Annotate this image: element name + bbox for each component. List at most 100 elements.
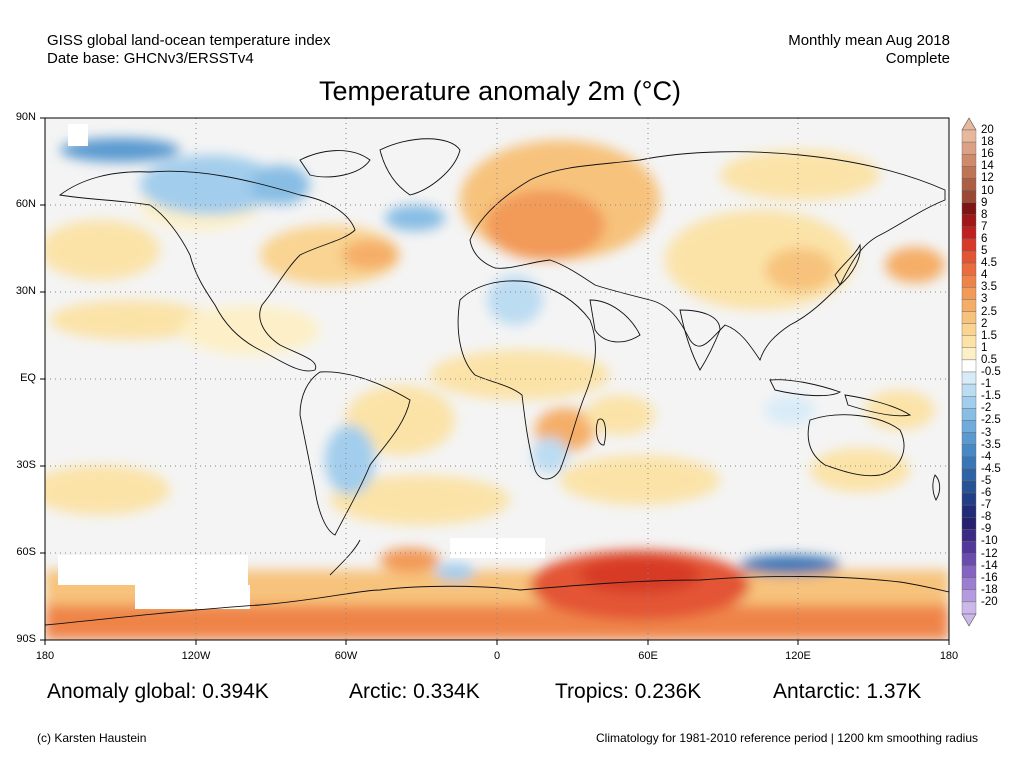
completeness-label: Complete bbox=[885, 50, 950, 67]
colorbar-swatch bbox=[961, 153, 977, 167]
colorbar-swatch bbox=[961, 238, 977, 252]
stat-arctic: Arctic: 0.334K bbox=[349, 680, 480, 703]
colorbar-label: 1 bbox=[981, 341, 988, 354]
colorbar-swatch bbox=[961, 529, 977, 542]
colorbar-label: -14 bbox=[981, 559, 998, 572]
colorbar-swatch bbox=[961, 565, 977, 578]
colorbar-swatch bbox=[961, 456, 977, 470]
grid-lines bbox=[45, 118, 949, 640]
dataset-title: GISS global land-ocean temperature index bbox=[47, 32, 331, 49]
colorbar-label: -20 bbox=[981, 595, 998, 608]
colorbar-swatch bbox=[961, 166, 977, 179]
colorbar-label: -18 bbox=[981, 583, 998, 596]
colorbar-swatch bbox=[961, 359, 977, 373]
lon-label-120w: 120W bbox=[181, 650, 211, 662]
colorbar-label: 16 bbox=[981, 148, 994, 161]
colorbar-label: -12 bbox=[981, 547, 998, 560]
colorbar-swatch bbox=[961, 589, 977, 603]
colorbar-swatch bbox=[961, 577, 977, 591]
lat-label-90n: 90N bbox=[15, 111, 36, 123]
colorbar-label: 0.5 bbox=[981, 353, 997, 366]
axis-ticks bbox=[40, 117, 950, 645]
colorbar-swatch bbox=[961, 444, 977, 457]
colorbar-max-arrow bbox=[961, 117, 977, 131]
colorbar-label: 4.5 bbox=[981, 257, 997, 270]
colorbar-swatch bbox=[961, 480, 977, 494]
colorbar-swatch bbox=[961, 553, 977, 566]
lon-label-0: 0 bbox=[493, 650, 501, 662]
lat-label-eq: EQ bbox=[20, 372, 36, 384]
colorbar-swatch bbox=[961, 178, 977, 191]
colorbar-label: 12 bbox=[981, 172, 994, 185]
lat-label-30s: 30S bbox=[16, 459, 36, 471]
colorbar-label: 14 bbox=[981, 160, 994, 173]
colorbar-swatch bbox=[961, 383, 977, 397]
colorbar-swatch bbox=[961, 408, 977, 421]
climatology-note: Climatology for 1981-2010 reference peri… bbox=[596, 731, 978, 745]
anomaly-field bbox=[45, 118, 949, 640]
map-title: Temperature anomaly 2m (°C) bbox=[319, 76, 681, 106]
colorbar-label: -4.5 bbox=[981, 462, 1001, 475]
colorbar-swatch bbox=[961, 190, 977, 203]
lat-label-30n: 30N bbox=[15, 285, 36, 297]
colorbar-swatch bbox=[961, 311, 977, 324]
colorbar-label: 5 bbox=[981, 245, 988, 257]
colorbar-swatch bbox=[961, 275, 977, 288]
period-label: Monthly mean Aug 2018 bbox=[788, 32, 950, 49]
colorbar-label: -9 bbox=[981, 523, 992, 536]
colorbar-swatch bbox=[961, 287, 977, 300]
colorbar-swatch bbox=[961, 541, 977, 554]
colorbar-swatch bbox=[961, 601, 977, 615]
colorbar-swatch bbox=[961, 323, 977, 336]
lon-label-60e: 60E bbox=[638, 650, 658, 662]
lon-label-60w: 60W bbox=[334, 650, 358, 662]
lat-label-60n: 60N bbox=[15, 198, 36, 210]
colorbar-label: -3 bbox=[981, 426, 992, 439]
colorbar-label: -7 bbox=[981, 499, 992, 512]
lat-label-90s: 90S bbox=[16, 633, 36, 645]
colorbar-label: -0.5 bbox=[981, 366, 1001, 378]
colorbar-label: 2 bbox=[981, 317, 988, 330]
colorbar-label: 8 bbox=[981, 208, 988, 221]
colorbar-label: -4 bbox=[981, 450, 992, 463]
colorbar-label: -10 bbox=[981, 535, 998, 548]
colorbar-label: 3.5 bbox=[981, 281, 997, 294]
lat-label-60s: 60S bbox=[16, 546, 36, 558]
colorbar-label: 6 bbox=[981, 232, 988, 245]
colorbar-label: 7 bbox=[981, 220, 988, 233]
colorbar-label: -8 bbox=[981, 511, 992, 524]
stat-global: Anomaly global: 0.394K bbox=[47, 680, 269, 703]
colorbar-swatch bbox=[961, 420, 977, 433]
colorbar-swatch bbox=[961, 396, 977, 409]
colorbar-swatch bbox=[961, 468, 977, 482]
stat-antarctic: Antarctic: 1.37K bbox=[773, 680, 922, 703]
colorbar-label: 20 bbox=[981, 124, 994, 136]
colorbar-label: 2.5 bbox=[981, 305, 997, 318]
lon-label-180w: 180 bbox=[35, 650, 55, 662]
colorbar-swatch bbox=[961, 492, 977, 506]
colorbar-swatch bbox=[961, 250, 977, 264]
colorbar-label: -6 bbox=[981, 487, 992, 499]
colorbar bbox=[961, 117, 977, 627]
coastlines bbox=[45, 138, 949, 626]
colorbar-swatch bbox=[961, 141, 977, 155]
colorbar-label: -3.5 bbox=[981, 438, 1001, 451]
colorbar-swatch bbox=[961, 517, 977, 530]
colorbar-label: 1.5 bbox=[981, 329, 997, 342]
colorbar-label: 4 bbox=[981, 269, 988, 282]
colorbar-label: 9 bbox=[981, 196, 988, 209]
colorbar-label: -1 bbox=[981, 378, 992, 391]
colorbar-swatch bbox=[961, 504, 977, 518]
colorbar-label: -5 bbox=[981, 474, 992, 487]
stat-tropics: Tropics: 0.236K bbox=[555, 680, 702, 703]
colorbar-swatch bbox=[961, 129, 977, 143]
colorbar-swatch bbox=[961, 299, 977, 312]
colorbar-label: 3 bbox=[981, 293, 988, 306]
database-label: Date base: GHCNv3/ERSSTv4 bbox=[47, 50, 254, 67]
colorbar-swatch bbox=[961, 347, 977, 361]
colorbar-swatch bbox=[961, 262, 977, 276]
colorbar-swatch bbox=[961, 202, 977, 215]
colorbar-label: -2 bbox=[981, 402, 992, 415]
colorbar-swatch bbox=[961, 335, 977, 349]
